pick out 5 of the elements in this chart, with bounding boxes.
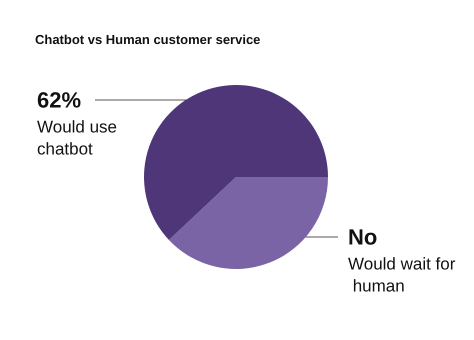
data-label: No xyxy=(348,224,378,250)
slice-label: Would wait for human xyxy=(348,254,456,296)
data-label: 62% xyxy=(37,88,82,112)
chart-title: Chatbot vs Human customer service xyxy=(35,32,260,47)
slice-label: Would use chatbot xyxy=(37,118,122,158)
